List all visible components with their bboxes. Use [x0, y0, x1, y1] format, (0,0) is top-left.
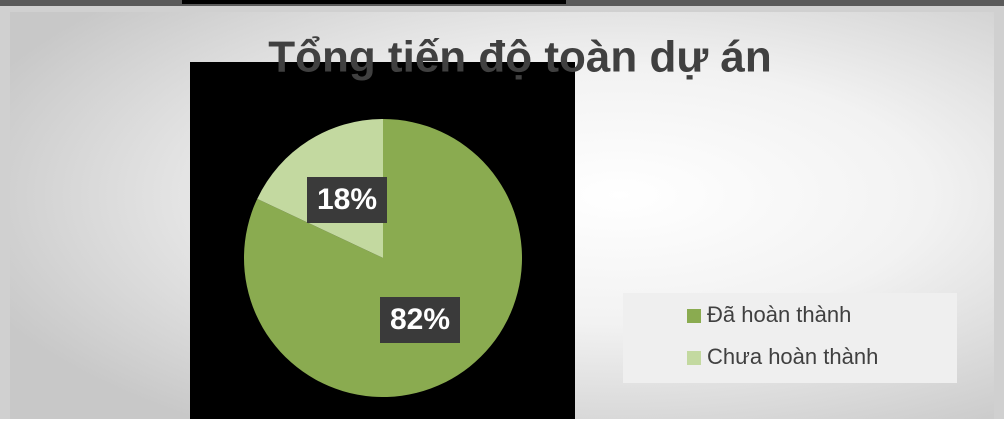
legend-label: Đã hoàn thành [707, 302, 851, 327]
legend-swatch [687, 309, 701, 323]
data-label-box [307, 177, 387, 223]
legend-box [623, 293, 957, 383]
data-label: 82% [390, 303, 450, 336]
top-bar [182, 0, 566, 4]
legend-swatch [687, 351, 701, 365]
legend-label: Chưa hoàn thành [707, 344, 878, 369]
data-label: 18% [317, 183, 377, 216]
chart-title: Tổng tiến độ toàn dự án [268, 33, 772, 82]
data-label-box [380, 297, 460, 343]
